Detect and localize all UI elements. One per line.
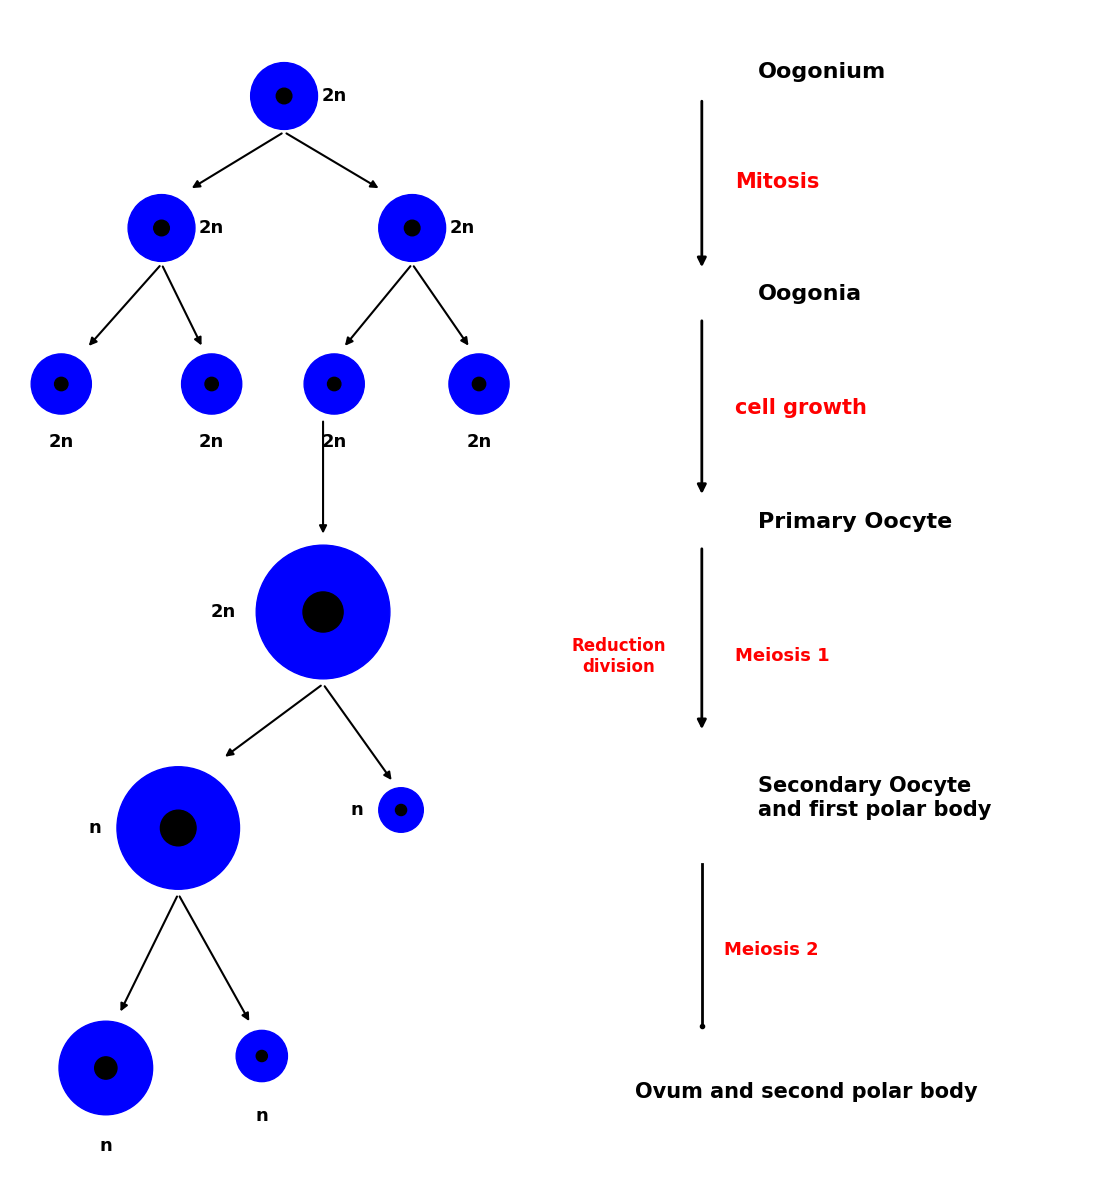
Text: n: n bbox=[99, 1138, 113, 1154]
Ellipse shape bbox=[154, 221, 169, 235]
Ellipse shape bbox=[256, 1050, 267, 1062]
Ellipse shape bbox=[404, 221, 420, 235]
Ellipse shape bbox=[379, 787, 423, 833]
Text: 2n: 2n bbox=[467, 432, 491, 450]
Ellipse shape bbox=[160, 810, 196, 846]
Text: 2n: 2n bbox=[49, 432, 74, 450]
Text: Meiosis 2: Meiosis 2 bbox=[724, 941, 819, 960]
Ellipse shape bbox=[55, 377, 68, 391]
Text: Primary Oocyte: Primary Oocyte bbox=[758, 512, 951, 532]
Text: 2n: 2n bbox=[199, 432, 224, 450]
Text: Oogonium: Oogonium bbox=[758, 62, 886, 82]
Ellipse shape bbox=[379, 194, 446, 262]
Ellipse shape bbox=[328, 377, 341, 391]
Ellipse shape bbox=[205, 377, 218, 391]
Text: Reduction
division: Reduction division bbox=[571, 637, 665, 676]
Ellipse shape bbox=[276, 89, 292, 103]
Text: 2n: 2n bbox=[450, 218, 475, 236]
Ellipse shape bbox=[182, 354, 242, 414]
Ellipse shape bbox=[472, 377, 486, 391]
Text: 2n: 2n bbox=[322, 432, 346, 450]
Ellipse shape bbox=[128, 194, 195, 262]
Text: Ovum and second polar body: Ovum and second polar body bbox=[635, 1082, 978, 1102]
Ellipse shape bbox=[303, 592, 343, 632]
Ellipse shape bbox=[251, 62, 317, 130]
Text: n: n bbox=[255, 1106, 268, 1126]
Ellipse shape bbox=[256, 545, 390, 679]
Text: 2n: 2n bbox=[211, 602, 235, 622]
Ellipse shape bbox=[395, 804, 407, 816]
Text: n: n bbox=[350, 802, 363, 818]
Ellipse shape bbox=[95, 1057, 117, 1079]
Ellipse shape bbox=[117, 767, 240, 889]
Text: n: n bbox=[88, 818, 101, 838]
Ellipse shape bbox=[59, 1021, 153, 1115]
Text: Secondary Oocyte
and first polar body: Secondary Oocyte and first polar body bbox=[758, 776, 990, 820]
Text: 2n: 2n bbox=[199, 218, 224, 236]
Text: 2n: 2n bbox=[322, 86, 346, 104]
Ellipse shape bbox=[31, 354, 91, 414]
Text: Oogonia: Oogonia bbox=[758, 284, 861, 304]
Text: Meiosis 1: Meiosis 1 bbox=[735, 647, 830, 665]
Ellipse shape bbox=[236, 1031, 287, 1081]
Ellipse shape bbox=[304, 354, 364, 414]
Ellipse shape bbox=[449, 354, 509, 414]
Text: Mitosis: Mitosis bbox=[735, 173, 820, 192]
Text: cell growth: cell growth bbox=[735, 398, 867, 418]
